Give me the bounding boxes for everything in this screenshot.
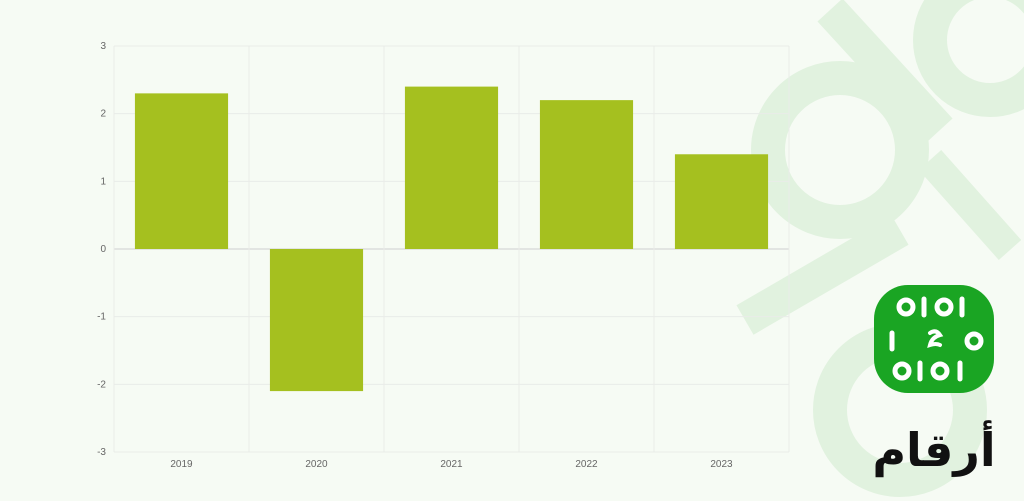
x-tick-label: 2022 [575, 459, 598, 470]
bar-2020[interactable] [269, 249, 364, 392]
watermark-ring-1 [751, 61, 929, 239]
x-tick-label: 2020 [305, 459, 328, 470]
watermark-bar-2 [736, 215, 909, 335]
bar-2022[interactable] [539, 100, 634, 249]
x-axis: 2019 2020 2021 2022 2023 [170, 459, 733, 470]
x-tick-label: 2019 [170, 459, 193, 470]
bar-2019[interactable] [134, 93, 229, 249]
chart-bars [134, 86, 769, 392]
y-tick-label: 2 [100, 109, 106, 120]
watermark-bar-1 [817, 0, 953, 142]
y-tick-label: 1 [100, 176, 106, 187]
watermark-bar-3 [918, 150, 1022, 260]
x-tick-label: 2023 [710, 459, 733, 470]
y-tick-label: -1 [97, 312, 106, 323]
y-tick-label: -2 [97, 379, 106, 390]
y-tick-label: 3 [100, 41, 106, 52]
bar-2023[interactable] [674, 154, 769, 249]
chart-grid [113, 45, 790, 453]
y-tick-label: 0 [100, 244, 106, 255]
watermark-ring-2 [913, 0, 1024, 117]
y-tick-label: -3 [97, 447, 106, 458]
brand-name: أرقام [872, 420, 995, 477]
background-watermark [736, 0, 1024, 497]
y-axis: 3 2 1 0 -1 -2 -3 [97, 41, 106, 458]
brand-logo [874, 285, 994, 393]
bar-2021[interactable] [404, 86, 499, 249]
x-tick-label: 2021 [440, 459, 463, 470]
logo-digits-icon [889, 296, 984, 382]
